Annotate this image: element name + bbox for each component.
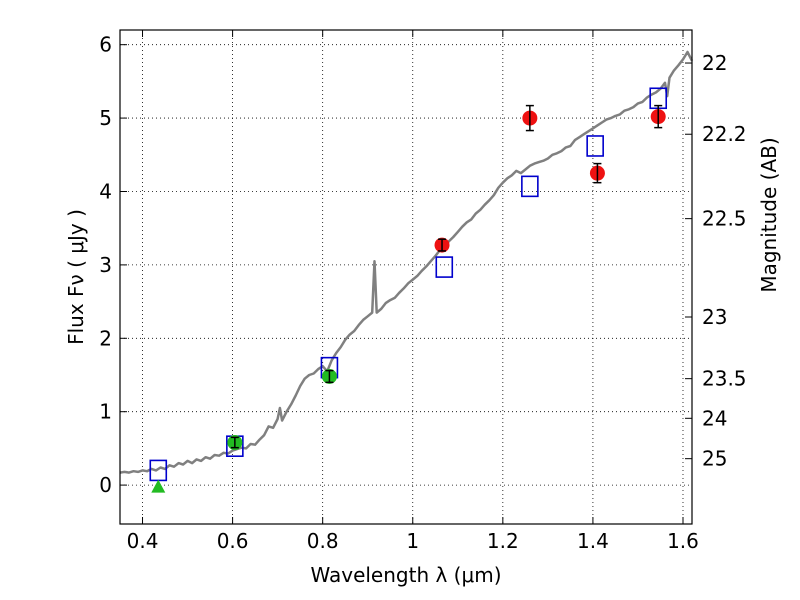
y-tick-label: 6: [99, 33, 112, 57]
model-square-point: [521, 175, 539, 198]
upper-limit-point: [151, 479, 166, 493]
y-tick-label: 4: [99, 179, 112, 203]
y-tick-label: 2: [99, 326, 112, 350]
y-tick-label: 5: [99, 106, 112, 130]
spectrum-curve: [119, 50, 694, 474]
plot-frame: [119, 29, 693, 525]
y-tick-label: 3: [99, 253, 112, 277]
y-axis-label: Flux Fν ( μJy ): [64, 209, 88, 345]
y2-tick-label: 24: [702, 406, 727, 430]
x-tick-label: 1.6: [667, 529, 699, 553]
model-square-point: [586, 135, 604, 157]
spectrum-layer: [119, 50, 694, 474]
x-tick-label: 0.4: [127, 529, 159, 553]
x-tick-label: 0.6: [217, 529, 249, 553]
y2-tick-label: 23.5: [702, 367, 747, 391]
x-tick-label: 0.8: [307, 529, 339, 553]
y2-tick-label: 23: [702, 305, 727, 329]
y2-tick-label: 22: [702, 51, 727, 75]
photometry-layer: [149, 87, 668, 493]
y2-tick-label: 22.5: [702, 207, 747, 231]
axis-ticks: 0.4 0.6 0.8 1 1.2 1.4 1.601234562222.222.52323…: [99, 30, 747, 553]
y-tick-label: 1: [99, 400, 112, 424]
x-tick-label: 1: [406, 529, 419, 553]
x-tick-label: 1.2: [487, 529, 519, 553]
grid-lines: [120, 30, 692, 524]
y-tick-label: 0: [99, 473, 112, 497]
x-axis-label: Wavelength λ (μm): [310, 563, 501, 587]
y2-axis-label: Magnitude (AB): [757, 137, 781, 292]
model-square-point: [435, 256, 454, 278]
y2-tick-label: 25: [702, 447, 727, 471]
x-tick-label: 1.4: [577, 529, 609, 553]
y2-tick-label: 22.2: [702, 122, 747, 146]
